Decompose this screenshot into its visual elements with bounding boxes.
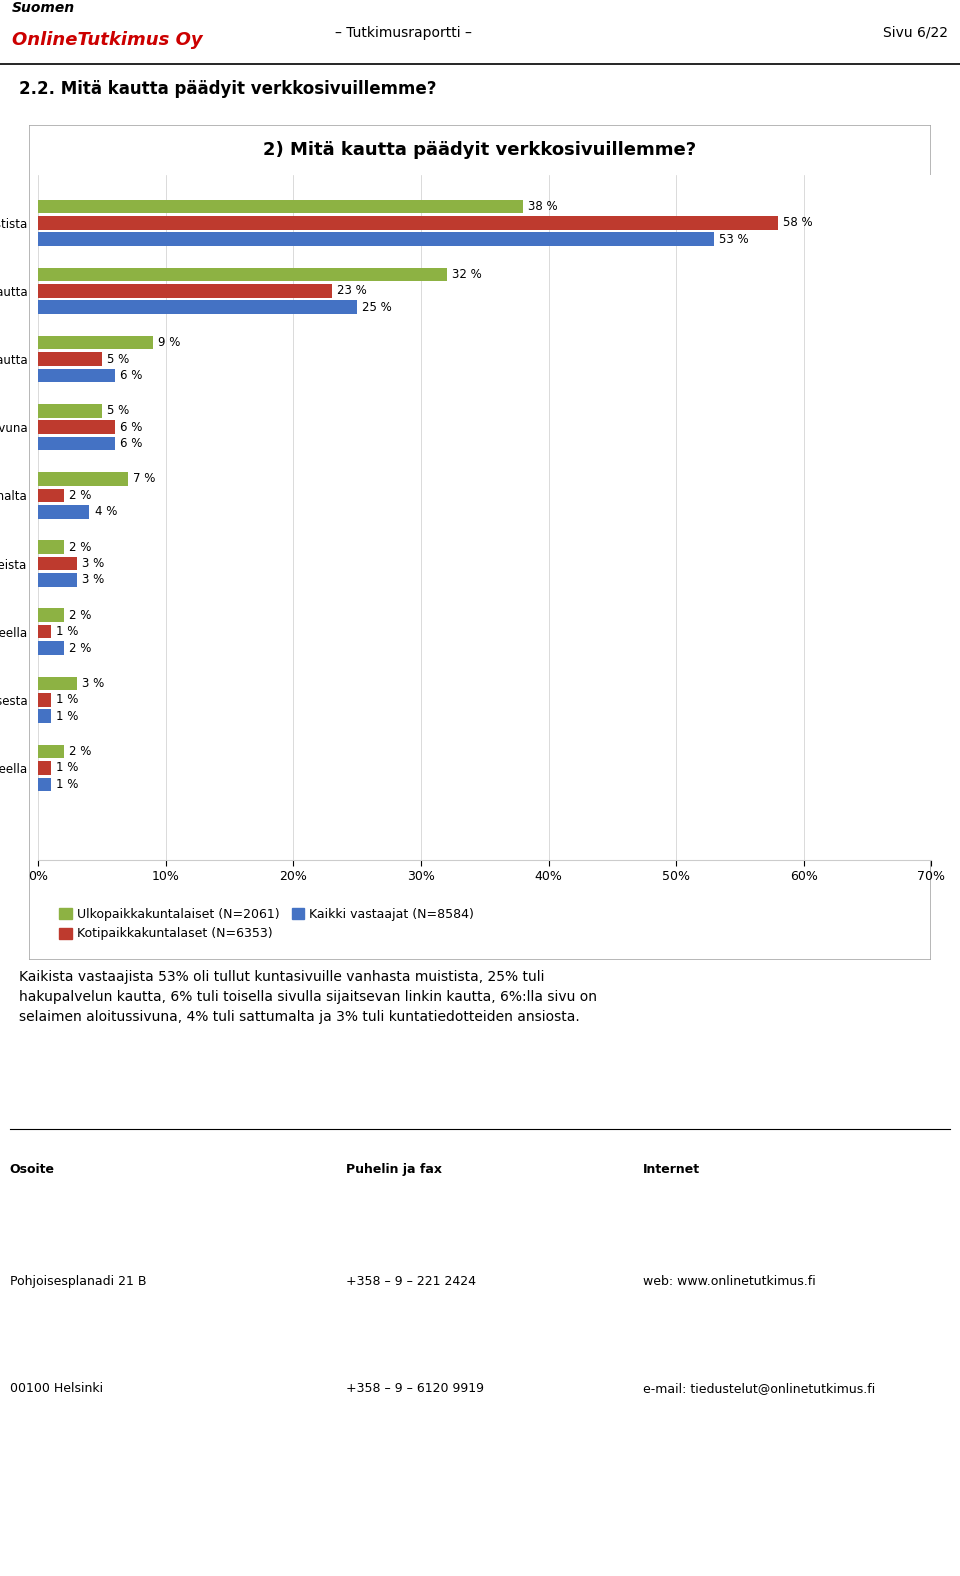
Text: Suomen: Suomen bbox=[12, 2, 75, 16]
Bar bbox=[38, 369, 115, 383]
Bar bbox=[38, 608, 64, 623]
Text: OnlineTutkimus Oy: OnlineTutkimus Oy bbox=[12, 32, 203, 49]
Text: 00100 Helsinki: 00100 Helsinki bbox=[10, 1382, 103, 1395]
Text: 2 %: 2 % bbox=[69, 489, 91, 501]
Text: 2 %: 2 % bbox=[69, 641, 91, 654]
Text: +358 – 9 – 221 2424: +358 – 9 – 221 2424 bbox=[346, 1275, 475, 1288]
Bar bbox=[38, 624, 51, 638]
Bar bbox=[38, 761, 51, 775]
Text: 2 %: 2 % bbox=[69, 541, 91, 553]
Text: 2.2. Mitä kautta päädyit verkkosivuillemme?: 2.2. Mitä kautta päädyit verkkosivuillem… bbox=[19, 80, 437, 98]
Text: web: www.onlinetutkimus.fi: web: www.onlinetutkimus.fi bbox=[643, 1275, 816, 1288]
Text: 2 %: 2 % bbox=[69, 608, 91, 623]
Text: Osoite: Osoite bbox=[10, 1163, 55, 1176]
Text: 5 %: 5 % bbox=[108, 353, 130, 366]
Text: 1 %: 1 % bbox=[57, 709, 79, 723]
Text: 5 %: 5 % bbox=[108, 405, 130, 418]
Bar bbox=[38, 709, 51, 723]
Text: 7 %: 7 % bbox=[132, 473, 156, 485]
Text: 58 %: 58 % bbox=[783, 216, 813, 229]
Text: 3 %: 3 % bbox=[82, 556, 104, 571]
Text: 1 %: 1 % bbox=[57, 693, 79, 706]
Bar bbox=[38, 351, 102, 366]
Bar bbox=[38, 676, 77, 690]
Bar bbox=[38, 693, 51, 706]
Text: 6 %: 6 % bbox=[120, 369, 142, 381]
Text: 4 %: 4 % bbox=[94, 506, 117, 519]
Text: 1 %: 1 % bbox=[57, 779, 79, 791]
Text: 2 %: 2 % bbox=[69, 745, 91, 758]
Bar bbox=[38, 574, 77, 586]
Bar bbox=[38, 437, 115, 451]
FancyBboxPatch shape bbox=[29, 125, 931, 960]
Text: 2) Mitä kautta päädyit verkkosivuillemme?: 2) Mitä kautta päädyit verkkosivuillemme… bbox=[263, 140, 697, 159]
Text: – Tutkimusraportti –: – Tutkimusraportti – bbox=[335, 25, 471, 39]
Text: e-mail: tiedustelut@onlinetutkimus.fi: e-mail: tiedustelut@onlinetutkimus.fi bbox=[643, 1382, 876, 1395]
Text: Pohjoisesplanadi 21 B: Pohjoisesplanadi 21 B bbox=[10, 1275, 146, 1288]
Bar bbox=[38, 641, 64, 656]
Text: 32 %: 32 % bbox=[451, 268, 481, 281]
Bar bbox=[38, 284, 332, 298]
Text: Kaikista vastaajista 53% oli tullut kuntasivuille vanhasta muistista, 25% tuli
h: Kaikista vastaajista 53% oli tullut kunt… bbox=[19, 969, 597, 1024]
Text: 1 %: 1 % bbox=[57, 761, 79, 774]
Bar bbox=[38, 200, 523, 213]
Text: 9 %: 9 % bbox=[158, 336, 180, 350]
Bar bbox=[38, 745, 64, 758]
Bar bbox=[38, 489, 64, 503]
Bar bbox=[38, 268, 446, 282]
Bar bbox=[38, 541, 64, 555]
Text: 6 %: 6 % bbox=[120, 437, 142, 451]
Bar bbox=[38, 232, 714, 246]
Text: 38 %: 38 % bbox=[528, 200, 558, 213]
Text: +358 – 9 – 6120 9919: +358 – 9 – 6120 9919 bbox=[346, 1382, 484, 1395]
Text: 25 %: 25 % bbox=[362, 301, 392, 314]
Text: 3 %: 3 % bbox=[82, 574, 104, 586]
Text: 6 %: 6 % bbox=[120, 421, 142, 433]
Text: 3 %: 3 % bbox=[82, 678, 104, 690]
Bar bbox=[38, 301, 357, 314]
Text: 23 %: 23 % bbox=[337, 284, 367, 298]
Text: Internet: Internet bbox=[643, 1163, 701, 1176]
Text: Sivu 6/22: Sivu 6/22 bbox=[883, 25, 948, 39]
Bar bbox=[38, 504, 89, 519]
Legend: Ulkopaikkakuntalaiset (N=2061), Kotipaikkakuntalaset (N=6353), Kaikki vastaajat : Ulkopaikkakuntalaiset (N=2061), Kotipaik… bbox=[55, 903, 479, 946]
Bar bbox=[38, 777, 51, 791]
Bar bbox=[38, 336, 154, 350]
Bar bbox=[38, 556, 77, 571]
Text: 1 %: 1 % bbox=[57, 626, 79, 638]
Text: 53 %: 53 % bbox=[719, 233, 749, 246]
Bar bbox=[38, 403, 102, 418]
Bar bbox=[38, 216, 779, 230]
Text: Puhelin ja fax: Puhelin ja fax bbox=[346, 1163, 442, 1176]
Bar bbox=[38, 473, 128, 485]
Bar bbox=[38, 421, 115, 433]
